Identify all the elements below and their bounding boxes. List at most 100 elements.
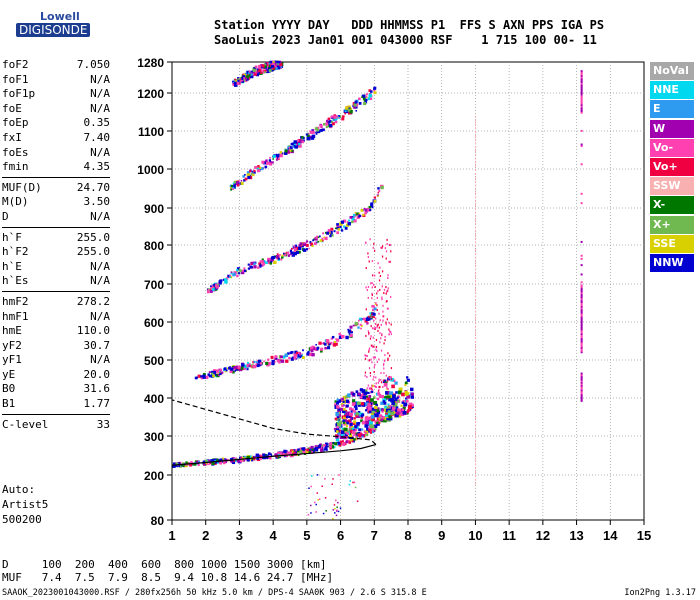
echo-point (338, 117, 341, 119)
echo-point (211, 461, 215, 466)
echo-point (267, 358, 270, 361)
echo-point (390, 367, 393, 370)
echo-point (358, 410, 361, 414)
echo-point (368, 350, 370, 353)
echo-point (338, 420, 343, 425)
echo-point (323, 123, 326, 126)
echo-point (368, 315, 370, 318)
header-line-2: SaoLuis 2023 Jan01 001 043000 RSF 1 715 … (214, 33, 597, 47)
echo-point (234, 370, 237, 372)
echo-point (257, 359, 259, 362)
echo-point (474, 356, 477, 359)
echo-point (386, 388, 389, 391)
echo-point (348, 483, 351, 486)
echo-point (365, 95, 368, 98)
echo-point (297, 355, 301, 359)
echo-point (337, 501, 339, 504)
echo-point (351, 217, 355, 221)
param-value: 255.0 (76, 230, 110, 244)
echo-point (372, 428, 375, 431)
echo-point (250, 73, 253, 76)
echo-point (367, 403, 371, 407)
echo-point (368, 394, 372, 398)
echo-point (349, 109, 353, 114)
echo-point (389, 243, 392, 246)
echo-point (328, 120, 332, 123)
echo-point (332, 509, 335, 511)
echo-point (365, 308, 367, 311)
echo-point (189, 463, 193, 467)
echo-point (345, 425, 349, 428)
echo-point (252, 173, 255, 177)
y-tick-label: 800 (144, 239, 164, 253)
echo-point (347, 329, 352, 333)
echo-point (229, 186, 232, 189)
echo-point (203, 463, 205, 466)
echo-point (402, 410, 407, 415)
echo-point (474, 344, 477, 347)
echo-point (312, 129, 315, 131)
echo-point (337, 441, 341, 445)
echo-point (382, 379, 385, 382)
echo-point (474, 241, 477, 244)
echo-point (274, 355, 278, 359)
echo-point (372, 336, 374, 339)
echo-point (345, 335, 349, 340)
echo-point (580, 111, 583, 114)
echo-point (221, 460, 224, 463)
param-row: B0 31.6 (2, 382, 110, 397)
echo-point (224, 278, 228, 282)
echo-point (580, 351, 583, 354)
echo-point (580, 293, 583, 296)
echo-point (279, 456, 281, 459)
echo-point (348, 441, 352, 444)
echo-point (474, 463, 477, 466)
echo-point (223, 460, 228, 464)
echo-point (474, 284, 477, 286)
echo-point (250, 70, 253, 73)
echo-point (373, 424, 378, 429)
echo-point (373, 345, 375, 348)
echo-point (309, 446, 312, 449)
echo-point (386, 318, 388, 321)
echo-point (375, 345, 378, 348)
echo-point (246, 73, 250, 76)
echo-point (580, 399, 583, 402)
echo-point (331, 115, 334, 118)
echo-point (211, 372, 215, 376)
echo-point (358, 97, 361, 101)
param-name: M(D) (2, 195, 29, 209)
echo-point (474, 447, 477, 450)
echo-point (325, 125, 328, 129)
echo-point (373, 249, 376, 252)
echo-point (275, 255, 280, 259)
echo-point (237, 79, 240, 82)
echo-point (334, 512, 336, 514)
param-row: h`F2 255.0 (2, 245, 110, 260)
echo-point (246, 368, 249, 371)
echo-point (580, 325, 583, 328)
echo-point (178, 464, 182, 468)
echo-point (368, 333, 370, 336)
echo-point (333, 427, 336, 430)
echo-point (221, 457, 225, 461)
echo-point (345, 415, 349, 418)
echo-point (315, 503, 317, 506)
echo-point (358, 431, 361, 434)
echo-point (261, 258, 264, 261)
echo-point (286, 352, 290, 355)
echo-point (322, 512, 325, 515)
muf-value-row: MUF 7.4 7.5 7.9 8.5 9.4 10.8 14.6 24.7 [… (2, 571, 334, 584)
echo-point (580, 80, 583, 83)
echo-point (353, 410, 356, 413)
echo-point (580, 94, 583, 97)
echo-point (253, 262, 256, 265)
echo-point (305, 248, 308, 251)
echo-point (474, 348, 477, 351)
echo-point (580, 316, 583, 319)
echo-point (315, 132, 318, 135)
echo-point (580, 288, 583, 291)
param-name: fmin (2, 160, 29, 174)
echo-point (219, 281, 222, 285)
echo-point (379, 319, 381, 322)
